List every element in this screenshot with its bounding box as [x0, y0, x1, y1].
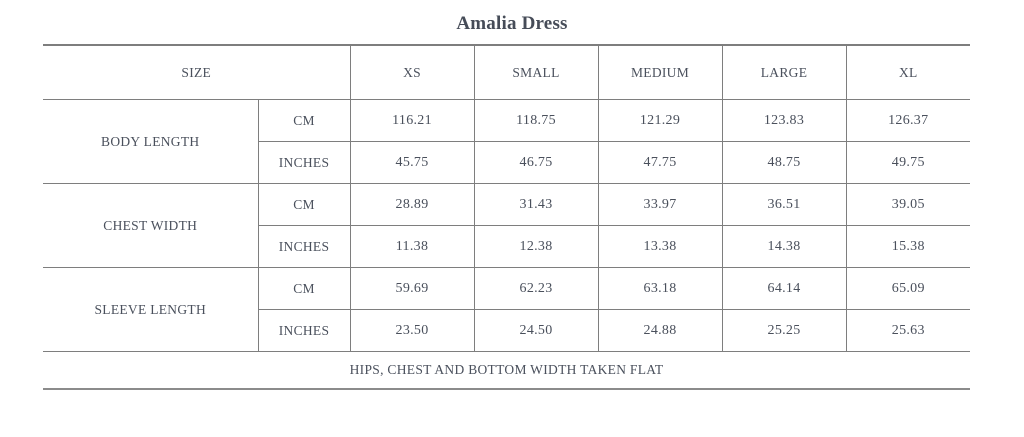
value-cell: 48.75	[721, 141, 847, 184]
value-cell: 116.21	[349, 99, 475, 142]
column-header-large: LARGE	[721, 44, 847, 100]
value-cell: 13.38	[597, 225, 723, 268]
value-cell: 46.75	[473, 141, 599, 184]
measurement-label-cell: CHEST WIDTH	[43, 183, 259, 268]
table-row: INCHES 45.75 46.75 47.75 48.75 49.75	[43, 141, 971, 184]
size-chart-header: SIZE XS SMALL MEDIUM LARGE XL	[43, 44, 971, 100]
value-cell: 47.75	[597, 141, 723, 184]
column-header-size: SIZE	[43, 44, 351, 100]
value-cell: 121.29	[597, 99, 723, 142]
column-header-xs: XS	[349, 44, 475, 100]
unit-cell: INCHES	[257, 309, 351, 352]
value-cell: 59.69	[349, 267, 475, 310]
size-chart-table: SIZE XS SMALL MEDIUM LARGE XL BODY LENGT…	[43, 44, 971, 390]
page-title: Amalia Dress	[456, 13, 568, 34]
unit-cell: INCHES	[257, 225, 351, 268]
value-cell: 63.18	[597, 267, 723, 310]
value-cell: 15.38	[845, 225, 971, 268]
table-row: INCHES 11.38 12.38 13.38 14.38 15.38	[43, 225, 971, 268]
value-cell: 25.25	[721, 309, 847, 352]
size-chart-footer: HIPS, CHEST AND BOTTOM WIDTH TAKEN FLAT	[43, 351, 971, 390]
column-header-small: SMALL	[473, 44, 599, 100]
table-row: BODY LENGTH CM 116.21 118.75 121.29 123.83 126…	[43, 99, 971, 184]
value-cell: 12.38	[473, 225, 599, 268]
unit-cell: INCHES	[257, 141, 351, 184]
value-cell: 24.88	[597, 309, 723, 352]
column-header-xl: XL	[845, 44, 971, 100]
measurement-label-cell: SLEEVE LENGTH	[43, 267, 259, 352]
table-row: CHEST WIDTH CM 28.89 31.43 33.97 36.51 39.05	[43, 183, 971, 268]
size-chart-body: BODY LENGTH CM 116.21 118.75 121.29 123.83 126…	[43, 99, 971, 352]
value-cell: 24.50	[473, 309, 599, 352]
value-cell: 23.50	[349, 309, 475, 352]
table-row: SLEEVE LENGTH CM 59.69 62.23 63.18 64.14 65.09	[43, 267, 971, 352]
value-cell: 126.37	[845, 99, 971, 142]
unit-cell: CM	[257, 183, 351, 226]
unit-cell: CM	[257, 99, 351, 142]
value-cell: 64.14	[721, 267, 847, 310]
value-cell: 33.97	[597, 183, 723, 226]
table-row: INCHES 23.50 24.50 24.88 25.25 25.63	[43, 309, 971, 352]
unit-cell: CM	[257, 267, 351, 310]
value-cell: 31.43	[473, 183, 599, 226]
value-cell: 62.23	[473, 267, 599, 310]
value-cell: 39.05	[845, 183, 971, 226]
value-cell: 65.09	[845, 267, 971, 310]
size-chart-container: SIZE XS SMALL MEDIUM LARGE XL BODY LENGT…	[0, 44, 1024, 390]
header-row: SIZE XS SMALL MEDIUM LARGE XL	[43, 44, 971, 100]
measurement-label-cell: BODY LENGTH	[43, 99, 259, 184]
value-cell: 28.89	[349, 183, 475, 226]
value-cell: 14.38	[721, 225, 847, 268]
value-cell: 25.63	[845, 309, 971, 352]
value-cell: 45.75	[349, 141, 475, 184]
value-cell: 11.38	[349, 225, 475, 268]
footnote-row: HIPS, CHEST AND BOTTOM WIDTH TAKEN FLAT	[43, 351, 971, 390]
value-cell: 118.75	[473, 99, 599, 142]
value-cell: 49.75	[845, 141, 971, 184]
value-cell: 36.51	[721, 183, 847, 226]
value-cell: 123.83	[721, 99, 847, 142]
footnote: HIPS, CHEST AND BOTTOM WIDTH TAKEN FLAT	[43, 351, 971, 390]
column-header-medium: MEDIUM	[597, 44, 723, 100]
